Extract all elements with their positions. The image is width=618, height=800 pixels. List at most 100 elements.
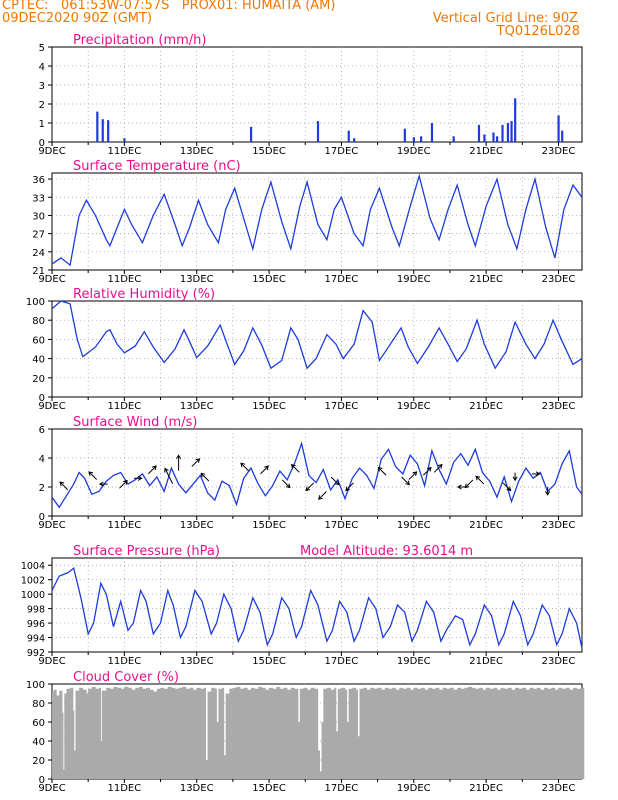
wind-arrow-head <box>176 454 182 460</box>
wind-arrow-head <box>164 467 169 473</box>
cloud-bar <box>449 687 454 779</box>
header-grid-line: Vertical Grid Line: 90Z <box>432 11 578 26</box>
cloud-bar <box>247 689 252 779</box>
wind-arrow-head <box>264 465 269 471</box>
cloud-bar <box>507 687 512 779</box>
precip-bar <box>510 121 513 142</box>
cloud-bar <box>536 687 541 779</box>
x-tick-label: 23DEC <box>542 274 576 285</box>
cloud-bar <box>211 687 216 779</box>
x-tick-label: 23DEC <box>542 520 576 531</box>
cloud-bar <box>193 689 198 779</box>
cloud-bar <box>533 688 538 779</box>
cloud-bar <box>109 688 114 779</box>
y-tick-label: 0 <box>39 138 45 149</box>
cloud-bar <box>223 755 226 779</box>
cloud-bar <box>582 687 585 779</box>
precip-bar <box>561 130 564 142</box>
cloud-bar <box>547 688 552 779</box>
wind-arrow-head <box>475 475 481 481</box>
cloud-bar <box>218 688 223 779</box>
y-tick-label: 80 <box>32 316 45 327</box>
y-tick-label: 2 <box>39 483 45 494</box>
cloud-bar <box>307 689 311 779</box>
cloud-bar <box>486 687 491 779</box>
precip-bar <box>430 123 434 142</box>
y-tick-label: 2 <box>39 100 45 111</box>
y-tick-label: 4 <box>39 62 45 73</box>
cloud-bar <box>457 687 462 779</box>
y-tick-label: 1004 <box>21 561 45 572</box>
cloud-bar <box>558 687 563 779</box>
cloud-bar <box>453 689 458 779</box>
cloud-bar <box>442 687 447 779</box>
cloud-bar <box>504 688 509 779</box>
wind-arrow <box>59 481 69 491</box>
x-tick-label: 9DEC <box>38 401 65 412</box>
wind-arrow <box>119 480 128 489</box>
wind-arrow-head <box>318 495 323 500</box>
y-tick-label: 33 <box>32 193 45 204</box>
y-tick-label: 60 <box>32 718 45 729</box>
wind-arrow <box>88 471 98 480</box>
plot-frame <box>51 172 583 271</box>
cloud-bar <box>53 689 57 779</box>
cloud-bar <box>363 687 368 779</box>
precip-bar <box>501 124 504 142</box>
cloud-bar <box>562 688 567 779</box>
y-tick-label: 0 <box>39 512 45 523</box>
cloud-bar <box>384 687 389 779</box>
cloud-bar <box>569 689 574 779</box>
wind-arrow <box>401 476 410 486</box>
wind-arrow-head <box>195 458 201 463</box>
x-tick-label: 21DEC <box>469 274 503 285</box>
cloud-bar <box>373 688 378 779</box>
cloud-bar <box>243 687 248 779</box>
cloud-bar <box>272 688 277 779</box>
cloud-bar <box>88 688 93 779</box>
y-tick-label: 100 <box>26 297 45 308</box>
precip-bar <box>347 130 350 142</box>
y-tick-label: 992 <box>27 648 45 659</box>
cloud-bar <box>182 686 187 779</box>
cloud-bar <box>117 687 122 779</box>
cloud-bar <box>518 688 523 779</box>
cloud-bar <box>551 687 556 779</box>
wind-arrow-head <box>457 484 462 490</box>
cloud-bar <box>232 687 237 779</box>
y-tick-label: 1002 <box>21 576 45 587</box>
wind-arrow <box>191 458 200 467</box>
y-tick-label: 1000 <box>21 590 45 601</box>
panel-title: Cloud Cover (%) <box>73 670 179 685</box>
series-line <box>51 441 583 509</box>
cloud-bar <box>95 688 100 779</box>
x-tick-label: 17DEC <box>325 520 359 531</box>
cloud-bar <box>299 688 304 779</box>
cloud-bar <box>540 689 545 779</box>
cloud-bar <box>355 689 358 779</box>
cloud-bar <box>127 687 132 779</box>
cloud-bar <box>413 687 418 779</box>
wind-arrow-head <box>123 479 128 485</box>
cloud-bar <box>113 686 118 779</box>
x-tick-label: 13DEC <box>180 146 214 157</box>
cloud-bar <box>319 771 322 779</box>
cloud-bar <box>240 688 245 779</box>
x-tick-label: 19DEC <box>397 274 431 285</box>
cloud-bar <box>153 691 158 779</box>
cloud-bar <box>446 688 451 779</box>
header-init-time: 09DEC2020 90Z (GMT) <box>2 11 153 26</box>
precip-bar <box>96 111 99 142</box>
x-tick-label: 9DEC <box>38 146 65 157</box>
wind-arrow <box>330 476 340 486</box>
wind-arrow-head <box>512 476 518 482</box>
series-line <box>51 300 583 370</box>
cloud-bar <box>156 688 161 779</box>
wind-arrow-head <box>535 471 541 477</box>
cloud-bar <box>345 689 348 779</box>
cloud-bar <box>200 688 205 779</box>
cloud-bar <box>352 687 357 779</box>
wind-arrow <box>464 479 474 488</box>
cloud-bar <box>424 689 429 779</box>
series-line <box>51 566 583 649</box>
